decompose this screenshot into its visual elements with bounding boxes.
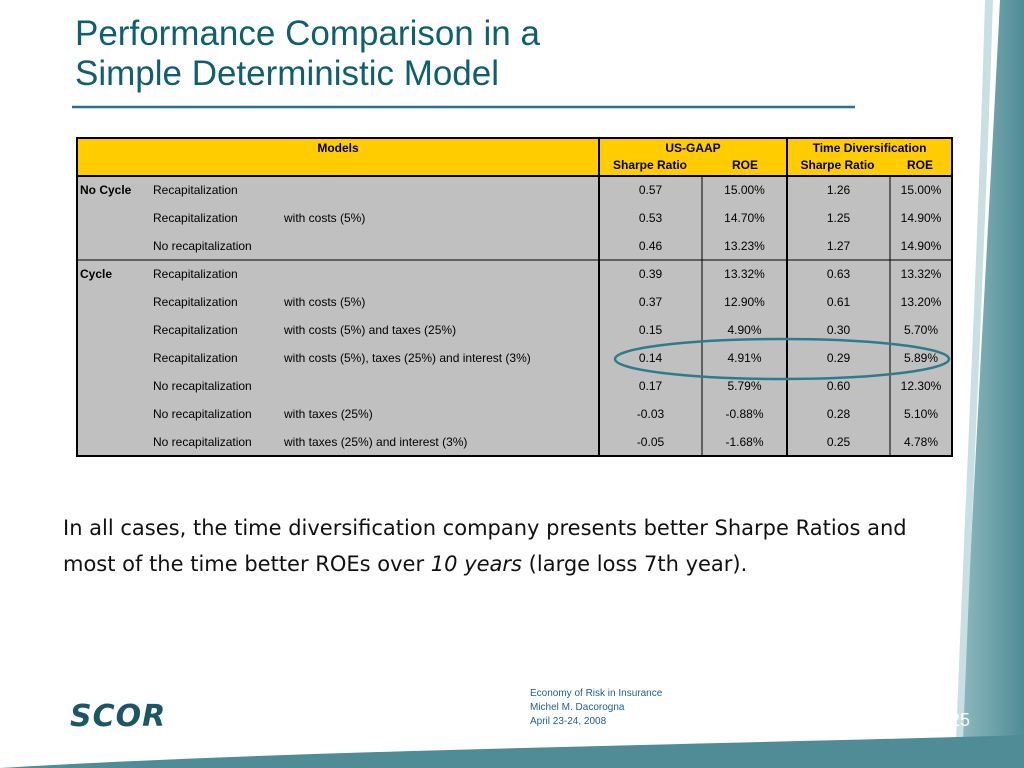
value-cell: 4.78%: [903, 435, 939, 449]
model-cell: Recapitalization: [153, 323, 238, 337]
value-cell: 14.90%: [900, 211, 942, 225]
detail-cell: with costs (5%) and taxes (25%): [284, 323, 457, 337]
value-cell: 5.79%: [727, 379, 762, 393]
value-cell: 0.39: [638, 267, 663, 281]
value-cell: 15.00%: [724, 183, 765, 197]
value-cell: 1.25: [826, 211, 851, 225]
value-cell: 0.30: [826, 323, 851, 337]
detail-cell: with taxes (25%) and interest (3%): [284, 435, 468, 449]
side-wave-light: [955, 0, 993, 768]
header-cell: Models: [317, 141, 359, 155]
table-border: [76, 137, 953, 457]
footer-line: Michel M. Dacorogna: [530, 702, 625, 713]
value-cell: 0.57: [638, 183, 663, 197]
table-body-bg: [77, 176, 952, 456]
value-cell: 12.30%: [900, 379, 942, 393]
footer-line: Economy of Risk in Insurance: [530, 688, 663, 699]
page-number: 25: [950, 710, 970, 730]
header-cell: ROE: [906, 158, 933, 172]
model-cell: Recapitalization: [153, 183, 238, 197]
row-group-label: Cycle: [80, 267, 113, 281]
header-cell: ROE: [731, 158, 758, 172]
value-cell: 0.61: [826, 295, 851, 309]
footer-line: April 23-24, 2008: [530, 716, 607, 727]
model-cell: Recapitalization: [153, 351, 238, 365]
value-cell: 4.90%: [727, 323, 762, 337]
value-cell: 5.10%: [903, 407, 939, 421]
value-cell: -1.68%: [725, 435, 764, 449]
value-cell: 0.17: [638, 379, 663, 393]
logo: SCOR: [70, 699, 166, 734]
side-wave: [960, 0, 1024, 768]
model-cell: No recapitalization: [153, 239, 252, 253]
value-cell: 0.29: [826, 351, 851, 365]
value-cell: 1.27: [826, 239, 851, 253]
header-cell: US-GAAP: [665, 141, 721, 155]
value-cell: 0.15: [638, 323, 663, 337]
header-cell: Time Diversification: [812, 141, 927, 155]
detail-cell: with costs (5%): [284, 295, 366, 309]
title-line: Simple Deterministic Model: [75, 54, 500, 93]
title-line: Performance Comparison in a: [75, 14, 540, 53]
value-cell: 0.53: [638, 211, 663, 225]
text: In all cases, the time diversification c…: [63, 516, 907, 576]
value-cell: 4.91%: [727, 351, 762, 365]
model-cell: No recapitalization: [153, 379, 252, 393]
value-cell: 0.25: [826, 435, 851, 449]
value-cell: -0.05: [636, 435, 665, 449]
highlight-ellipse: [613, 337, 951, 381]
body-text: In all cases, the time diversification c…: [63, 510, 943, 582]
table-header-bg: [77, 138, 952, 176]
value-cell: 0.46: [638, 239, 663, 253]
bottom-wave: [0, 735, 1024, 768]
model-cell: Recapitalization: [153, 211, 238, 225]
value-cell: 14.70%: [724, 211, 765, 225]
value-cell: 14.90%: [900, 239, 942, 253]
value-cell: 13.32%: [724, 267, 765, 281]
value-cell: 0.63: [826, 267, 851, 281]
value-cell: 13.23%: [724, 239, 765, 253]
model-cell: Recapitalization: [153, 295, 238, 309]
value-cell: -0.88%: [725, 407, 764, 421]
value-cell: 13.32%: [900, 267, 942, 281]
value-cell: 0.60: [826, 379, 851, 393]
value-cell: 0.14: [638, 351, 663, 365]
value-cell: 1.26: [826, 183, 851, 197]
header-cell: Sharpe Ratio: [612, 158, 687, 172]
value-cell: 12.90%: [724, 295, 765, 309]
row-group-label: No Cycle: [80, 183, 132, 197]
detail-cell: with costs (5%), taxes (25%) and interes…: [284, 351, 531, 365]
value-cell: 5.70%: [903, 323, 939, 337]
value-cell: 5.89%: [903, 351, 939, 365]
detail-cell: with taxes (25%): [284, 407, 373, 421]
text: (large loss 7th year).: [522, 552, 748, 576]
detail-cell: with costs (5%): [284, 211, 366, 225]
header-cell: Sharpe Ratio: [800, 158, 875, 172]
model-cell: No recapitalization: [153, 407, 252, 421]
model-cell: No recapitalization: [153, 435, 252, 449]
value-cell: 15.00%: [900, 183, 942, 197]
value-cell: 13.20%: [900, 295, 942, 309]
value-cell: -0.03: [636, 407, 665, 421]
model-cell: Recapitalization: [153, 267, 238, 281]
emphasis: 10 years: [430, 552, 522, 576]
value-cell: 0.37: [638, 295, 663, 309]
value-cell: 0.28: [826, 407, 851, 421]
